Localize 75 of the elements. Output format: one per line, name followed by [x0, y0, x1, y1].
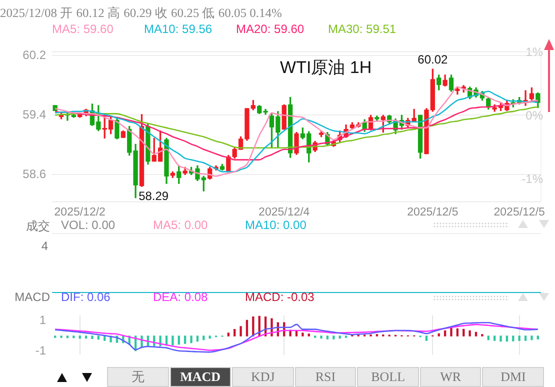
bar [202, 336, 205, 340]
bar [196, 336, 199, 342]
text: MA5: 0.00 [153, 218, 208, 232]
bar [295, 330, 298, 336]
bar [91, 336, 94, 340]
text: MA5: 59.60 [52, 22, 114, 36]
bar [308, 334, 310, 336]
y-tick-label: 59.4 [22, 107, 46, 122]
bar [172, 336, 174, 346]
text: KDJ [232, 367, 294, 387]
x-tick-label: 2025/12/2 [54, 206, 106, 218]
annotation: 60.02 [418, 52, 448, 66]
bar [184, 336, 186, 344]
bar [425, 336, 428, 341]
text: BOLL [357, 367, 419, 387]
bar [487, 336, 490, 340]
bar [500, 336, 502, 342]
bar [66, 336, 69, 338]
bar [493, 336, 496, 341]
bar [462, 328, 465, 336]
text: MA20: 59.60 [236, 22, 304, 36]
bar [97, 336, 100, 340]
bar [468, 330, 471, 336]
bar [234, 328, 236, 336]
bar [190, 336, 192, 344]
y-tick-label: 1 [39, 313, 46, 328]
x-tick-label: 2025/12/4 [258, 206, 310, 218]
bar [456, 328, 459, 336]
bar [512, 336, 514, 342]
bar [332, 336, 335, 340]
bar [84, 336, 88, 339]
bar [302, 332, 304, 336]
bar [326, 336, 329, 340]
text: WR [420, 367, 482, 387]
bar [240, 326, 242, 336]
bar [438, 333, 440, 336]
chart-title: WTI原油 1H [280, 58, 372, 77]
x-tick-label: 2025/12/5 [494, 206, 545, 218]
bar [252, 316, 254, 336]
text: 4 [41, 239, 48, 253]
bar [450, 327, 452, 336]
x-tick-label: 2025/12/5 [407, 206, 458, 218]
bar [474, 332, 478, 336]
bar [246, 320, 248, 336]
text: MA10: 0.00 [245, 218, 306, 232]
y-tick-label: -1 [35, 343, 46, 358]
chart-title: MACD [14, 290, 50, 304]
text: 无 [107, 367, 169, 387]
y-tick-label: 58.6 [22, 166, 46, 181]
bar [530, 336, 533, 340]
bar [72, 336, 75, 338]
bar [524, 336, 527, 341]
bar [518, 336, 520, 341]
bar [320, 336, 322, 339]
text: MA30: 59.51 [328, 22, 396, 36]
text: MACD [170, 367, 232, 387]
y-tick-label: 60.2 [22, 48, 46, 62]
bar [338, 336, 341, 339]
text: DMI [482, 367, 544, 387]
text: MA10: 59.56 [144, 22, 212, 36]
bar [78, 336, 81, 339]
bar [178, 336, 180, 345]
text: RSI [294, 367, 356, 387]
text: VOL: 0.00 [61, 218, 116, 232]
text: DEA: 0.08 [153, 290, 208, 304]
text: 成交 [26, 218, 50, 235]
chart-subtitle: 2025/12/08 开 60.12 高 60.29 收 60.25 低 60.05 0.14% [0, 5, 282, 22]
series-label: MACD: -0.03 [245, 290, 314, 304]
bar [506, 336, 508, 342]
bar [444, 330, 446, 336]
annotation: 58.29 [138, 189, 169, 204]
bar [208, 336, 211, 339]
bar [536, 336, 539, 340]
bar [227, 332, 230, 336]
text: DIF: 0.06 [61, 290, 110, 304]
